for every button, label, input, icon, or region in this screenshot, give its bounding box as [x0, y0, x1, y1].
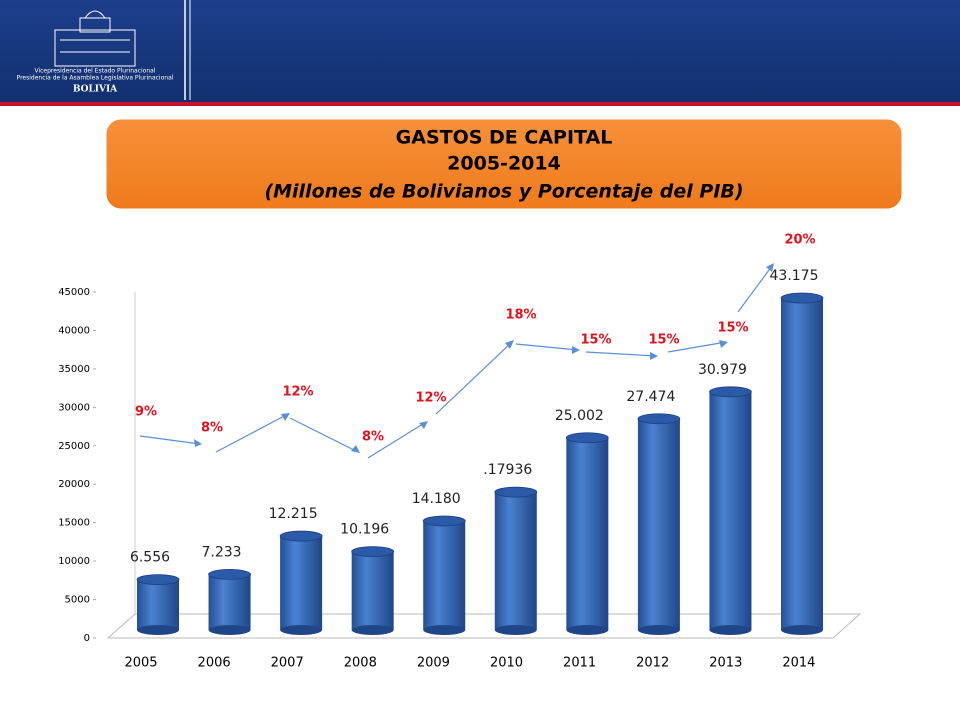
x-tick-label: 2011	[563, 656, 596, 671]
pib-label: 20%	[784, 233, 815, 248]
bar	[494, 492, 537, 630]
bar-top	[279, 530, 323, 542]
value-label: 30.979	[698, 362, 747, 378]
x-tick-label: 2005	[124, 656, 157, 671]
y-tick-label: 15000	[58, 518, 90, 529]
pib-label: 15%	[580, 333, 611, 348]
bar-base	[423, 625, 466, 635]
y-tick-label: 5000	[65, 595, 90, 606]
x-tick-label: 2008	[344, 656, 377, 671]
title: 2005-2014	[447, 153, 561, 175]
bar-base	[137, 625, 179, 635]
bar-top	[494, 486, 538, 498]
x-tick-label: 2007	[271, 656, 304, 671]
arrowheads	[194, 263, 774, 453]
bar-top	[709, 386, 752, 398]
bar	[781, 298, 823, 630]
x-tick-label: 2010	[490, 656, 523, 671]
value-label: 14.180	[412, 491, 461, 507]
bar-top	[422, 515, 466, 527]
pib-label: 12%	[415, 391, 446, 406]
bar-base	[494, 625, 537, 635]
y-tick-label: 30000	[58, 402, 90, 413]
y-tick-label: 35000	[58, 364, 90, 375]
bar-top	[780, 292, 824, 304]
y-tick-label: 0	[84, 633, 90, 644]
title: (Millones de Bolivianos y Porcentaje del…	[264, 181, 743, 203]
bar-top	[351, 546, 395, 558]
bar-base	[351, 625, 394, 635]
bar	[351, 551, 394, 630]
bar	[709, 391, 752, 630]
value-label: 7.233	[202, 544, 242, 560]
bar-base	[709, 625, 752, 635]
bar	[637, 418, 680, 630]
x-tick-label: 2014	[782, 656, 815, 671]
bar	[423, 520, 466, 630]
bar	[280, 536, 323, 630]
value-label: 10.196	[340, 522, 389, 538]
pib-label: 18%	[505, 308, 536, 323]
bar	[137, 579, 179, 630]
pib-label: 9%	[135, 405, 157, 420]
value-label: 25.002	[555, 408, 604, 424]
bar	[566, 437, 609, 630]
pib-label: 8%	[201, 421, 223, 436]
title-box	[103, 116, 905, 212]
header-stripe	[0, 102, 960, 106]
bar-top	[136, 574, 180, 585]
value-label: 12.215	[269, 506, 318, 522]
bar-top	[208, 568, 251, 580]
pib-label: 12%	[282, 385, 313, 400]
bar	[208, 574, 251, 630]
bar-base	[566, 625, 609, 635]
y-tick-label: 45000	[58, 287, 90, 298]
value-label: .17936	[483, 462, 532, 478]
title: GASTOS DE CAPITAL	[396, 127, 613, 149]
bar-base	[637, 625, 680, 635]
y-tick-label: 10000	[58, 556, 90, 567]
header-band	[0, 0, 960, 102]
pib-label: 15%	[717, 321, 748, 336]
bar-base	[781, 625, 823, 635]
value-label: 6.556	[130, 550, 170, 566]
x-tick-label: 2006	[198, 656, 231, 671]
header-line: Presidencia de la Asamblea Legislativa P…	[17, 75, 174, 82]
y-tick-label: 40000	[58, 325, 90, 336]
bar-top	[565, 432, 609, 444]
bar-top	[637, 413, 681, 425]
bar-base	[208, 625, 251, 635]
x-tick-label: 2009	[417, 656, 450, 671]
pib-label: 8%	[362, 430, 384, 445]
pib-label: 15%	[648, 333, 679, 348]
y-tick-label: 20000	[58, 479, 90, 490]
bar-base	[280, 625, 323, 635]
header-line: Vicepresidencia del Estado Plurinacional	[34, 68, 155, 75]
x-tick-label: 2013	[709, 656, 742, 671]
header-country: BOLIVIA	[73, 85, 118, 95]
y-tick-label: 25000	[58, 441, 90, 452]
x-tick-label: 2012	[636, 656, 669, 671]
logo	[54, 10, 136, 67]
value-label: 27.474	[626, 389, 675, 405]
pib-arrows	[139, 265, 773, 459]
value-label: 43.175	[770, 268, 819, 284]
